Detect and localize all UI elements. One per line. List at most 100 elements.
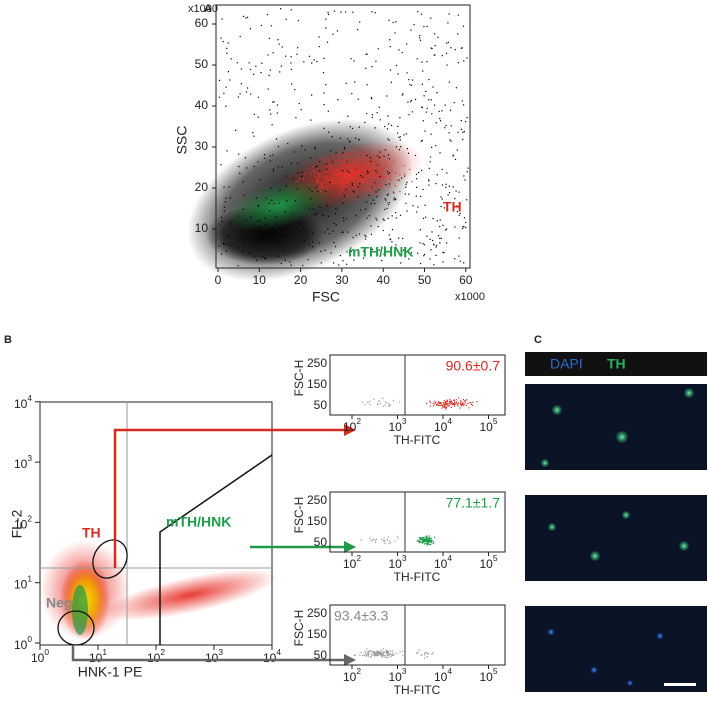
dot: [392, 399, 395, 402]
dot: [408, 114, 410, 116]
dot: [406, 210, 408, 212]
dot: [365, 655, 367, 657]
dot: [427, 653, 429, 655]
dot: [388, 201, 391, 204]
dot: [436, 404, 438, 406]
dot: [259, 220, 261, 222]
dot: [370, 653, 372, 655]
dot: [380, 653, 382, 655]
dot: [312, 165, 314, 167]
dot: [459, 407, 461, 409]
dot: [398, 49, 400, 51]
dot: [218, 223, 220, 225]
dot: [391, 241, 393, 243]
dot: [462, 104, 465, 106]
dot: [391, 170, 393, 172]
dot: [256, 220, 259, 222]
dot: [368, 180, 371, 182]
dot: [277, 241, 280, 243]
tick-exponent: 3: [402, 666, 407, 676]
dot: [369, 172, 371, 174]
dot: [458, 237, 460, 239]
dot: [454, 158, 457, 161]
dot: [398, 149, 401, 151]
dot: [332, 160, 334, 163]
dot: [436, 174, 438, 176]
dot: [397, 537, 399, 540]
dot: [405, 133, 407, 135]
dot: [386, 651, 388, 653]
dot: [346, 163, 348, 165]
dot: [419, 229, 422, 231]
dot: [450, 140, 452, 142]
dot: [339, 181, 342, 183]
dot: [228, 186, 230, 188]
dot: [336, 174, 338, 176]
dot: [387, 154, 390, 156]
plot-frame: [329, 491, 506, 553]
dot: [366, 170, 369, 172]
dot: [415, 195, 417, 197]
dot: [353, 191, 355, 193]
dot: [364, 234, 366, 236]
dot: [363, 168, 366, 170]
dot: [397, 73, 399, 75]
dot: [432, 239, 434, 242]
dot: [299, 178, 301, 180]
dot: [444, 104, 446, 106]
dot: [372, 538, 375, 540]
dot: [439, 120, 442, 122]
tick-label: 105: [479, 416, 497, 434]
dot: [223, 243, 225, 245]
dot: [342, 202, 344, 204]
dot: [391, 652, 394, 654]
dot: [336, 175, 338, 177]
dot: [273, 203, 275, 205]
dot: [312, 170, 315, 172]
tick-base: 10: [479, 420, 493, 434]
dot: [436, 92, 438, 94]
dot: [329, 179, 331, 181]
dot: [430, 47, 432, 49]
dot: [414, 154, 417, 157]
tick-base: 10: [434, 420, 448, 434]
tick-exponent: 4: [27, 393, 32, 403]
dot: [346, 152, 348, 155]
dot: [230, 244, 232, 246]
dot: [441, 407, 443, 409]
dot: [252, 245, 254, 248]
dot: [364, 654, 366, 656]
dot: [342, 171, 344, 173]
x-tick-label: 20: [294, 273, 308, 287]
dot: [447, 41, 449, 43]
dot: [378, 174, 381, 176]
dot: [317, 180, 319, 182]
dot: [352, 236, 354, 239]
dot: [370, 188, 372, 190]
dot: [327, 110, 329, 112]
tick-exponent: 5: [493, 416, 498, 426]
tick-base: 10: [343, 420, 357, 434]
dot: [387, 138, 389, 140]
tick-exponent: 4: [447, 416, 452, 426]
dot: [352, 187, 354, 189]
dot: [401, 94, 403, 96]
dot: [340, 168, 342, 170]
dot: [314, 214, 316, 216]
dot: [327, 13, 330, 16]
dot: [277, 255, 279, 258]
dot: [250, 216, 252, 218]
dot: [365, 190, 367, 192]
dot: [391, 246, 393, 248]
dot: [426, 402, 428, 404]
dot: [345, 217, 347, 220]
x-axis-label: TH-FITC: [394, 683, 441, 697]
dot: [346, 160, 348, 162]
dot: [419, 242, 421, 244]
dot: [443, 402, 445, 404]
dot: [300, 108, 302, 111]
dot: [389, 238, 391, 241]
dot: [253, 73, 255, 76]
dot: [264, 217, 266, 219]
